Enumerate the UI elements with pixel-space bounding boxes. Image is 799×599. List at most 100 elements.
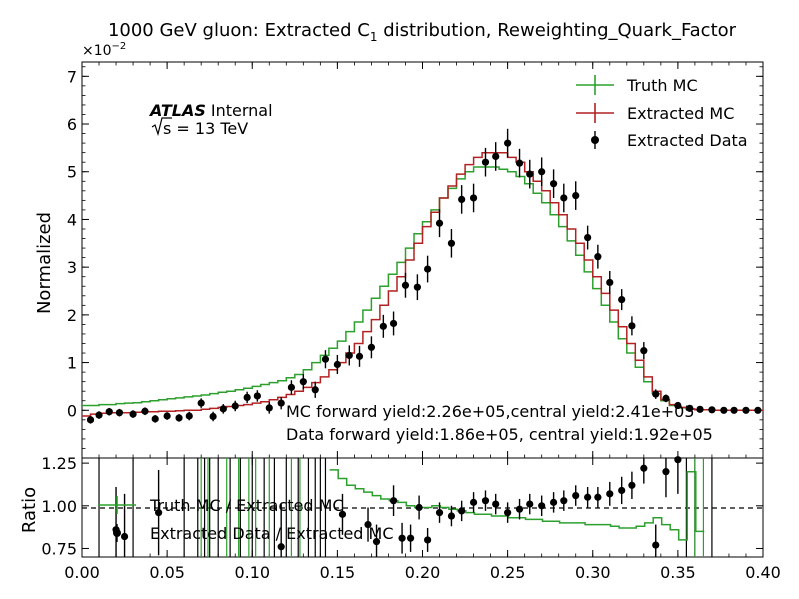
data-point-marker: [367, 343, 376, 351]
ratio-data-point: [628, 471, 636, 499]
ratio-data-point: [469, 492, 478, 513]
annotation-data-yield: Data forward yield:1.86e+05, central yie…: [286, 425, 713, 444]
data-point-marker: [115, 409, 124, 417]
data-point: [367, 336, 376, 359]
data-point-marker: [526, 170, 534, 178]
data-point: [219, 404, 227, 414]
ratio-data-point: [549, 492, 558, 513]
data-point-marker: [424, 265, 432, 273]
ratio-data-point: [415, 495, 423, 520]
ratio-data-marker: [364, 520, 372, 529]
series-extracted-mc: [82, 151, 763, 417]
ratio-data-marker: [458, 507, 466, 515]
data-point-marker: [253, 392, 261, 400]
ratio-data-marker: [389, 497, 398, 505]
data-point-marker: [413, 283, 421, 291]
ratio-data-point: [364, 507, 372, 542]
data-point: [413, 274, 421, 301]
legend-data-marker: [591, 136, 599, 144]
data-point: [163, 412, 171, 420]
data-point-marker: [572, 191, 580, 200]
ratio-data-marker: [504, 509, 512, 517]
y-offset-text: ×10−2: [82, 41, 126, 59]
y-axis-label: Normalized: [34, 212, 55, 314]
ratio-data-point: [481, 490, 490, 511]
data-point-marker: [321, 355, 330, 363]
data-point-marker: [652, 390, 660, 398]
data-point-marker: [105, 408, 113, 416]
data-point-marker: [594, 253, 602, 261]
data-point: [389, 311, 398, 336]
ratio-data-point: [584, 487, 592, 508]
data-point: [175, 414, 183, 422]
ratio-data-point: [435, 502, 444, 523]
atlas-label-bold: ATLAS: [148, 101, 206, 120]
data-point-marker: [389, 319, 398, 328]
data-point-marker: [231, 402, 239, 410]
ratio-data-marker: [594, 493, 602, 501]
x-tick-label: 0.35: [660, 563, 696, 582]
ratio-legend-data-marker: [113, 529, 121, 537]
data-point: [299, 374, 307, 390]
ratio-data-marker: [618, 486, 626, 495]
data-point: [708, 406, 716, 414]
data-point: [185, 411, 193, 421]
data-point-marker: [469, 194, 478, 202]
ratio-data-point: [674, 456, 682, 494]
data-point: [435, 209, 444, 238]
ratio-legend-label-truth: Truth MC / Extracted MC: [149, 496, 344, 515]
data-point: [538, 157, 546, 187]
sqrt-symbol: [151, 117, 172, 137]
ratio-data-marker: [406, 534, 415, 542]
data-point: [424, 255, 432, 283]
ratio-data-marker: [515, 505, 524, 513]
data-point-marker: [141, 407, 149, 415]
ratio-data-point: [662, 458, 670, 498]
data-point: [197, 398, 205, 408]
ratio-data-point: [606, 481, 614, 506]
ratio-data-marker: [155, 509, 163, 517]
ratio-data-marker: [560, 497, 568, 505]
data-point-marker: [129, 410, 137, 418]
data-point: [115, 408, 124, 417]
ratio-data-point: [389, 485, 398, 517]
main-y-tick-label: 5: [67, 163, 77, 182]
data-point: [95, 411, 103, 419]
ratio-data-point: [652, 524, 660, 557]
ratio-data-marker: [606, 490, 614, 498]
data-point: [401, 272, 410, 298]
data-point: [515, 148, 524, 178]
ratio-data-point: [515, 498, 524, 520]
data-point: [151, 415, 159, 423]
ratio-data-point: [155, 469, 163, 556]
x-tick-label: 0.25: [490, 563, 526, 582]
ratio-data-marker: [415, 503, 423, 512]
data-point-marker: [435, 219, 444, 227]
data-point: [696, 405, 704, 413]
chart-title-main: 1000 GeV gluon: Extracted C: [108, 20, 370, 41]
data-point-marker: [481, 158, 490, 166]
data-point: [549, 169, 558, 198]
ratio-data-marker: [469, 498, 478, 506]
data-point-marker: [243, 393, 251, 402]
ratio-data-point: [594, 487, 602, 508]
ratio-y-tick-label: 0.75: [41, 539, 77, 558]
ratio-data-point: [492, 493, 500, 515]
data-point-marker: [549, 180, 558, 188]
main-series: [82, 128, 763, 424]
data-point-marker: [277, 399, 285, 407]
ratio-data-marker: [526, 500, 534, 508]
data-point-marker: [299, 378, 307, 386]
ratio-series: [98, 456, 713, 557]
ratio-legend-item-data: Extracted Data / Extracted MC: [113, 524, 394, 543]
data-point-marker: [606, 278, 614, 287]
data-point: [662, 394, 670, 403]
ratio-data-marker: [424, 536, 432, 544]
ratio-data-point: [504, 502, 512, 523]
data-point: [243, 391, 251, 404]
ratio-legend: Truth MC / Extracted MC Extracted Data /…: [98, 496, 394, 543]
data-point: [321, 350, 330, 369]
ratio-data-marker: [492, 500, 500, 508]
data-point-marker: [379, 322, 387, 330]
